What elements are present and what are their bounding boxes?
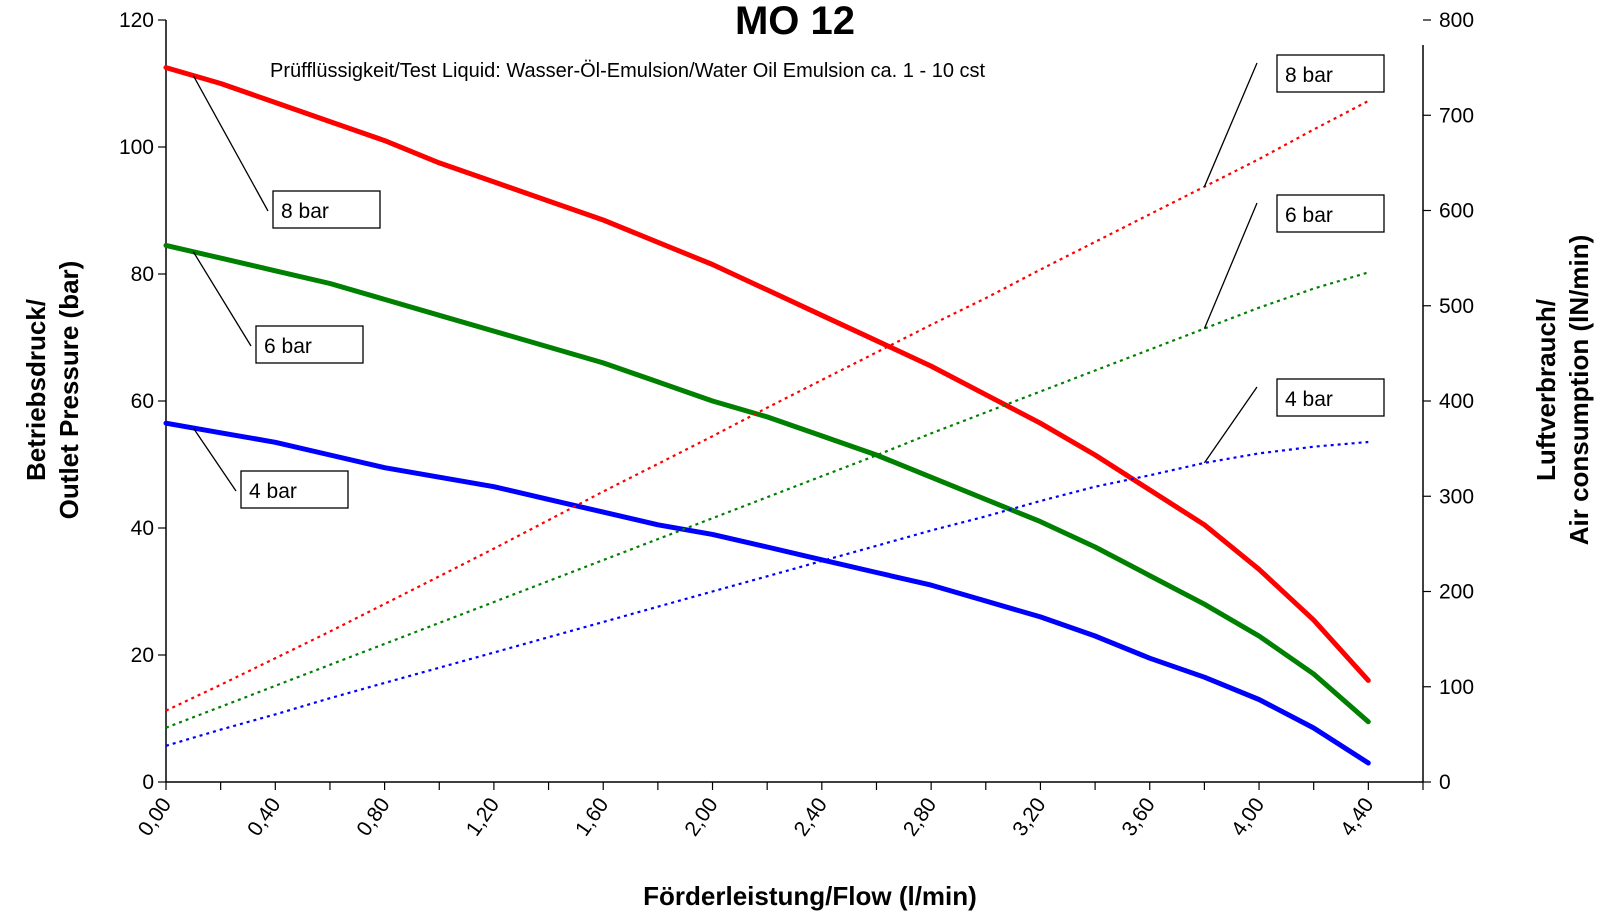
- y-right-tick-label: 700: [1439, 104, 1474, 127]
- callout-leader-line: [1203, 386, 1258, 464]
- x-tick-label: 0,80: [352, 794, 394, 841]
- series-layer: [163, 65, 1371, 766]
- x-tick-label: 1,20: [462, 794, 504, 841]
- y-left-axis-title-line2: Outlet Pressure (bar): [54, 261, 84, 520]
- x-tick-label: 2,00: [680, 794, 722, 841]
- chart-subtitle: Prüfflüssigkeit/Test Liquid: Wasser-Öl-E…: [270, 60, 985, 82]
- outlet-pressure-line-6-bar: [163, 242, 1371, 725]
- y-left-tick-label: 0: [142, 771, 154, 794]
- callout-box: [1276, 194, 1385, 233]
- y-left-tick-label: 100: [119, 136, 154, 159]
- y-left-axis-title-line1: Betriebsdruck/: [21, 299, 51, 481]
- callout-box: [1276, 54, 1385, 93]
- chart-title: MO 12: [735, 0, 855, 43]
- y-right-tick-label: 0: [1439, 771, 1451, 794]
- y-right-tick-label: 100: [1439, 676, 1474, 699]
- y-right-tick-label: 400: [1439, 390, 1474, 413]
- callout-label: 6 bar: [1285, 204, 1333, 227]
- x-axis-title: Förderleistung/Flow (l/min): [643, 881, 977, 911]
- callout-pressure-8-bar: 8 bar: [192, 75, 381, 229]
- x-tick-label: 2,40: [790, 794, 832, 841]
- x-tick-label: 4,40: [1336, 794, 1378, 841]
- x-tick-label: 1,60: [571, 794, 613, 841]
- callout-leader-line: [1203, 62, 1258, 187]
- x-tick-label: 0,00: [134, 794, 176, 841]
- y-left-tick-label: 60: [131, 390, 154, 413]
- callouts: 8 bar 6 bar 4 bar 8 bar 6 bar 4 bar: [192, 54, 1385, 509]
- y-right-axis-title-line2: Air consumption (lN/min): [1564, 235, 1594, 546]
- y-right-tick-label: 300: [1439, 485, 1474, 508]
- callout-box: [240, 470, 349, 509]
- callout-box: [272, 190, 381, 229]
- callout-pressure-6-bar: 6 bar: [192, 251, 364, 364]
- outlet-pressure-line-8-bar: [163, 65, 1371, 683]
- outlet-pressure-line-4-bar: [163, 420, 1371, 766]
- callout-air-8-bar: 8 bar: [1203, 54, 1385, 187]
- air-consumption-line-4-bar: [165, 440, 1369, 747]
- callout-leader-line: [192, 427, 237, 492]
- callout-box: [1276, 378, 1385, 417]
- y-right-axis-title-line1: Luftverbrauch/: [1531, 299, 1561, 481]
- callout-leader-line: [192, 75, 269, 212]
- y-left-tick-label: 80: [131, 263, 154, 286]
- air-consumption-line-8-bar: [165, 100, 1369, 712]
- air-consumption-line-6-bar: [165, 271, 1369, 729]
- callout-leader-line: [1203, 202, 1258, 329]
- callout-label: 8 bar: [281, 200, 329, 223]
- y-right-tick-label: 500: [1439, 295, 1474, 318]
- callout-label: 4 bar: [249, 480, 297, 503]
- callout-air-4-bar: 4 bar: [1203, 378, 1385, 464]
- y-right-tick-label: 600: [1439, 200, 1474, 223]
- x-tick-label: 4,00: [1227, 794, 1269, 841]
- callout-pressure-4-bar: 4 bar: [192, 427, 349, 509]
- y-right-tick-label: 800: [1439, 9, 1474, 32]
- callout-label: 4 bar: [1285, 388, 1333, 411]
- callout-leader-line: [192, 251, 252, 347]
- x-tick-label: 2,80: [899, 794, 941, 841]
- callout-label: 8 bar: [1285, 64, 1333, 87]
- callout-air-6-bar: 6 bar: [1203, 194, 1385, 329]
- callout-label: 6 bar: [264, 335, 312, 358]
- y-left-tick-label: 20: [131, 644, 154, 667]
- x-tick-label: 0,40: [243, 794, 285, 841]
- x-tick-label: 3,20: [1008, 794, 1050, 841]
- callout-box: [255, 325, 364, 364]
- y-right-tick-label: 200: [1439, 581, 1474, 604]
- x-tick-label: 3,60: [1118, 794, 1160, 841]
- y-left-tick-label: 120: [119, 9, 154, 32]
- y-left-tick-label: 40: [131, 517, 154, 540]
